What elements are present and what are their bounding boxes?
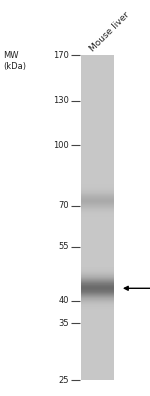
Bar: [81, 204, 114, 205]
Bar: [81, 295, 114, 296]
Bar: [81, 208, 114, 209]
Bar: [81, 294, 114, 295]
Bar: [81, 186, 114, 187]
Bar: [81, 293, 114, 294]
Bar: [81, 272, 114, 273]
Bar: [81, 305, 114, 306]
Bar: [81, 273, 114, 274]
Text: 70: 70: [58, 201, 69, 210]
Bar: [81, 216, 114, 217]
Bar: [81, 279, 114, 280]
Bar: [81, 283, 114, 284]
Bar: [81, 274, 114, 275]
Bar: [81, 209, 114, 210]
Bar: [81, 309, 114, 310]
Bar: [81, 199, 114, 200]
Bar: [81, 271, 114, 272]
Bar: [81, 288, 114, 289]
Bar: [81, 298, 114, 299]
Bar: [81, 212, 114, 213]
Bar: [81, 198, 114, 199]
Bar: [81, 270, 114, 271]
Bar: [81, 286, 114, 287]
Bar: [81, 210, 114, 211]
Bar: [81, 201, 114, 202]
Bar: [81, 300, 114, 301]
Bar: [81, 290, 114, 291]
Bar: [81, 189, 114, 190]
Bar: [81, 185, 114, 186]
Bar: [81, 291, 114, 292]
Bar: [81, 197, 114, 198]
Bar: [81, 191, 114, 192]
Bar: [81, 276, 114, 277]
Text: 100: 100: [53, 141, 69, 150]
Bar: [81, 301, 114, 302]
Bar: [81, 287, 114, 288]
Bar: [81, 193, 114, 194]
Bar: [81, 282, 114, 283]
Bar: [81, 205, 114, 206]
Bar: [81, 200, 114, 201]
Bar: [81, 192, 114, 193]
Bar: [81, 211, 114, 212]
Text: Mouse liver: Mouse liver: [88, 10, 131, 53]
Bar: [81, 195, 114, 196]
Bar: [81, 190, 114, 191]
Text: 25: 25: [58, 376, 69, 385]
Bar: [81, 269, 114, 270]
Bar: [81, 289, 114, 290]
Bar: [81, 214, 114, 215]
Bar: [81, 281, 114, 282]
Text: MW
(kDa): MW (kDa): [3, 51, 26, 71]
Bar: [81, 296, 114, 297]
Text: 35: 35: [58, 319, 69, 327]
Bar: [81, 297, 114, 298]
Bar: [81, 278, 114, 279]
Bar: [81, 188, 114, 189]
Bar: [81, 55, 114, 380]
Bar: [81, 268, 114, 269]
Bar: [81, 303, 114, 304]
Bar: [81, 308, 114, 309]
Bar: [81, 194, 114, 195]
Bar: [81, 206, 114, 207]
Bar: [81, 284, 114, 285]
Bar: [81, 202, 114, 203]
Bar: [81, 207, 114, 208]
Bar: [81, 285, 114, 286]
Bar: [81, 306, 114, 307]
Bar: [81, 203, 114, 204]
Text: 40: 40: [58, 296, 69, 305]
Bar: [81, 267, 114, 268]
Text: 130: 130: [53, 96, 69, 105]
Bar: [81, 302, 114, 303]
Bar: [81, 307, 114, 308]
Bar: [81, 280, 114, 281]
Bar: [81, 292, 114, 293]
Text: 170: 170: [53, 51, 69, 60]
Bar: [81, 277, 114, 278]
Bar: [81, 299, 114, 300]
Bar: [81, 187, 114, 188]
Bar: [81, 184, 114, 185]
Text: 55: 55: [58, 242, 69, 251]
Bar: [81, 196, 114, 197]
Bar: [81, 275, 114, 276]
Bar: [81, 215, 114, 216]
Bar: [81, 304, 114, 305]
Bar: [81, 213, 114, 214]
Bar: [81, 217, 114, 218]
